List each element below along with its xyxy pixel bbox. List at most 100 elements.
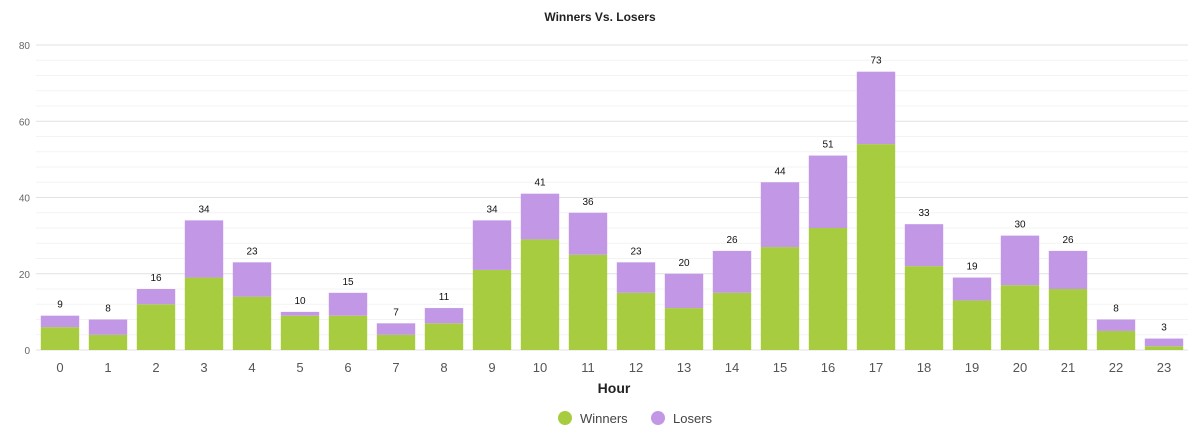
bar-losers-hour-6 [328,292,368,316]
bar-winners-hour-7 [376,334,416,350]
bar-losers-hour-8 [424,308,464,324]
y-tick-label: 40 [19,194,31,205]
x-tick-label: 22 [1109,360,1123,375]
total-label: 34 [486,204,498,215]
y-tick-label: 60 [19,117,31,128]
bar-winners-hour-16 [808,228,848,350]
bar-losers-hour-21 [1048,250,1088,289]
x-tick-label: 21 [1061,360,1075,375]
bar-winners-hour-23 [1144,346,1184,350]
total-label: 23 [630,246,642,257]
total-label: 15 [342,277,354,288]
bars [40,71,1184,350]
total-label: 19 [966,262,978,273]
bar-losers-hour-13 [664,273,704,309]
bar-losers-hour-18 [904,224,944,267]
bar-losers-hour-1 [88,319,128,335]
x-tick-label: 12 [629,360,643,375]
bar-losers-hour-14 [712,250,752,293]
x-tick-label: 10 [533,360,547,375]
total-label: 44 [774,166,786,177]
bar-winners-hour-21 [1048,289,1088,350]
total-label: 9 [57,300,63,311]
bar-winners-hour-3 [184,277,224,350]
bar-losers-hour-10 [520,193,560,240]
total-label: 7 [393,307,399,318]
x-tick-label: 13 [677,360,691,375]
bar-winners-hour-19 [952,300,992,350]
bar-winners-hour-22 [1096,330,1136,350]
bar-winners-hour-20 [1000,285,1040,350]
chart-title: Winners Vs. Losers [544,10,656,24]
bar-losers-hour-4 [232,262,272,297]
x-tick-label: 19 [965,360,979,375]
bar-winners-hour-6 [328,315,368,350]
total-label: 16 [150,273,162,284]
bar-winners-hour-15 [760,247,800,350]
total-label: 20 [678,258,690,269]
total-label: 23 [246,246,258,257]
bar-winners-hour-17 [856,144,896,350]
bar-winners-hour-10 [520,239,560,350]
bar-winners-hour-2 [136,304,176,350]
x-tick-label: 15 [773,360,787,375]
bar-losers-hour-23 [1144,338,1184,347]
bar-winners-hour-1 [88,334,128,350]
total-label: 26 [726,235,738,246]
x-tick-label: 20 [1013,360,1027,375]
x-tick-label: 3 [200,360,207,375]
y-axis-ticks: 0 20 40 60 80 [19,41,31,357]
x-tick-label: 9 [488,360,495,375]
x-tick-label: 4 [248,360,255,375]
total-label: 73 [870,56,882,67]
x-tick-label: 11 [581,360,595,375]
x-tick-label: 2 [152,360,159,375]
total-label: 33 [918,208,930,219]
x-tick-label: 0 [56,360,63,375]
bar-winners-hour-9 [472,269,512,350]
bar-losers-hour-0 [40,315,80,328]
x-tick-label: 1 [104,360,111,375]
x-tick-label: 14 [725,360,739,375]
y-tick-label: 20 [19,270,31,281]
bar-winners-hour-4 [232,296,272,350]
bar-winners-hour-8 [424,323,464,350]
x-tick-label: 23 [1157,360,1171,375]
bar-losers-hour-7 [376,323,416,335]
x-tick-label: 8 [440,360,447,375]
x-tick-label: 18 [917,360,931,375]
total-label: 8 [105,304,111,315]
bar-losers-hour-20 [1000,235,1040,286]
x-tick-label: 17 [869,360,883,375]
bar-losers-hour-9 [472,220,512,270]
total-label: 41 [534,178,546,189]
data-labels: 9 8 16 34 23 10 15 7 11 34 41 36 23 20 26 44 51 73 33 19 30 2… [57,56,1167,334]
legend-label-losers: Losers [673,411,713,426]
total-label: 10 [294,296,306,307]
bar-winners-hour-18 [904,266,944,350]
x-axis-ticks: 0 1 2 3 4 5 6 7 8 9 10 11 12 13 14 15 16 17 18 19 20 21 22 23 [56,360,1171,375]
bar-losers-hour-22 [1096,319,1136,331]
bar-losers-hour-12 [616,262,656,293]
x-tick-label: 6 [344,360,351,375]
legend-swatch-losers [651,411,665,425]
bar-losers-hour-19 [952,277,992,301]
x-tick-label: 16 [821,360,835,375]
bar-losers-hour-3 [184,220,224,278]
bar-winners-hour-5 [280,315,320,350]
grid-lines [36,44,1188,351]
bar-winners-hour-0 [40,327,80,350]
x-axis-label: Hour [598,380,631,396]
total-label: 51 [822,140,834,151]
bar-winners-hour-11 [568,254,608,350]
bar-losers-hour-15 [760,182,800,248]
legend-swatch-winners [558,411,572,425]
bar-losers-hour-17 [856,71,896,145]
total-label: 8 [1113,304,1119,315]
bar-winners-hour-12 [616,292,656,350]
total-label: 36 [582,197,594,208]
total-label: 34 [198,204,210,215]
bar-losers-hour-2 [136,289,176,305]
